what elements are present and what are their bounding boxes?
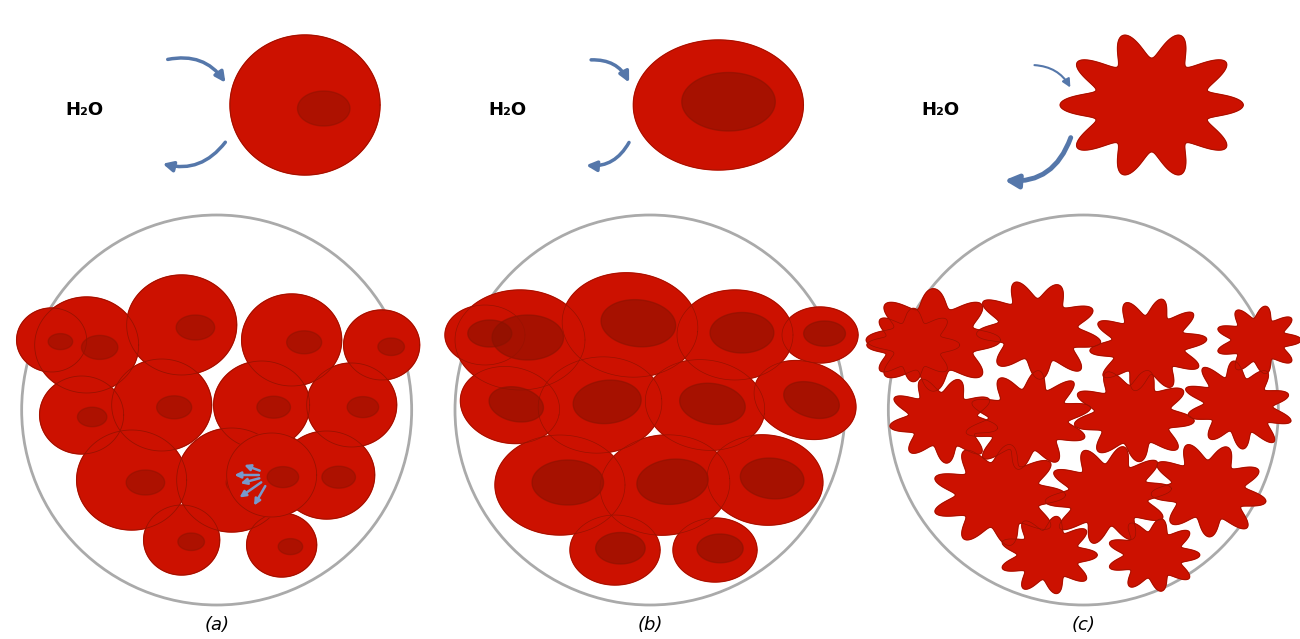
Polygon shape	[601, 435, 729, 535]
Polygon shape	[230, 35, 380, 175]
Text: H₂O: H₂O	[922, 101, 959, 119]
Polygon shape	[278, 539, 303, 555]
Text: (c): (c)	[1071, 616, 1096, 634]
Polygon shape	[803, 321, 845, 346]
Polygon shape	[538, 357, 662, 453]
Polygon shape	[966, 371, 1091, 470]
Text: (a): (a)	[204, 616, 229, 634]
Polygon shape	[493, 315, 564, 360]
Polygon shape	[268, 466, 299, 488]
Polygon shape	[784, 381, 840, 419]
Polygon shape	[247, 513, 317, 577]
Polygon shape	[867, 309, 959, 381]
Polygon shape	[595, 532, 645, 564]
Polygon shape	[495, 435, 625, 535]
Polygon shape	[307, 363, 396, 447]
Polygon shape	[1218, 306, 1300, 374]
Polygon shape	[126, 470, 165, 495]
Polygon shape	[460, 366, 559, 443]
Polygon shape	[637, 459, 708, 504]
Polygon shape	[645, 360, 764, 450]
Polygon shape	[82, 335, 118, 359]
Polygon shape	[347, 397, 378, 418]
Polygon shape	[562, 273, 698, 377]
Polygon shape	[697, 534, 744, 563]
Polygon shape	[1045, 447, 1171, 543]
Polygon shape	[707, 435, 823, 525]
Polygon shape	[455, 290, 585, 390]
Polygon shape	[1186, 361, 1291, 449]
Polygon shape	[710, 312, 774, 353]
Polygon shape	[740, 458, 803, 499]
Polygon shape	[633, 40, 803, 170]
Polygon shape	[278, 431, 374, 519]
Polygon shape	[226, 470, 265, 496]
Polygon shape	[1152, 445, 1266, 537]
Polygon shape	[126, 275, 237, 375]
Polygon shape	[40, 376, 124, 454]
Polygon shape	[601, 300, 676, 347]
Polygon shape	[681, 72, 775, 131]
Polygon shape	[1091, 299, 1206, 390]
Polygon shape	[891, 379, 997, 463]
Polygon shape	[226, 433, 317, 517]
Text: H₂O: H₂O	[489, 101, 526, 119]
Polygon shape	[1002, 516, 1097, 594]
Polygon shape	[468, 320, 512, 347]
Polygon shape	[257, 396, 290, 418]
Polygon shape	[178, 533, 204, 551]
Polygon shape	[78, 407, 107, 427]
Polygon shape	[573, 380, 641, 424]
Polygon shape	[242, 294, 342, 386]
Polygon shape	[673, 518, 757, 582]
Polygon shape	[680, 383, 745, 424]
Polygon shape	[378, 338, 404, 355]
Polygon shape	[976, 282, 1101, 380]
Polygon shape	[1110, 519, 1200, 591]
Text: (b): (b)	[637, 616, 663, 634]
Polygon shape	[754, 360, 855, 440]
Polygon shape	[445, 305, 525, 365]
Polygon shape	[144, 505, 220, 575]
Polygon shape	[177, 315, 214, 340]
Polygon shape	[489, 387, 543, 422]
Polygon shape	[77, 430, 187, 530]
Polygon shape	[17, 308, 87, 372]
Polygon shape	[112, 359, 212, 451]
Polygon shape	[35, 297, 139, 393]
Polygon shape	[48, 334, 73, 350]
Polygon shape	[157, 396, 191, 419]
Polygon shape	[287, 331, 321, 354]
Polygon shape	[343, 310, 420, 380]
Polygon shape	[677, 290, 793, 380]
Polygon shape	[177, 428, 287, 532]
Polygon shape	[213, 361, 309, 449]
Polygon shape	[935, 445, 1066, 546]
Polygon shape	[1061, 35, 1243, 175]
Polygon shape	[532, 460, 603, 505]
Polygon shape	[783, 307, 858, 363]
Polygon shape	[1075, 371, 1193, 461]
Polygon shape	[322, 466, 355, 488]
Polygon shape	[866, 289, 1001, 391]
Polygon shape	[569, 515, 660, 585]
Text: H₂O: H₂O	[65, 101, 103, 119]
Polygon shape	[298, 91, 350, 126]
